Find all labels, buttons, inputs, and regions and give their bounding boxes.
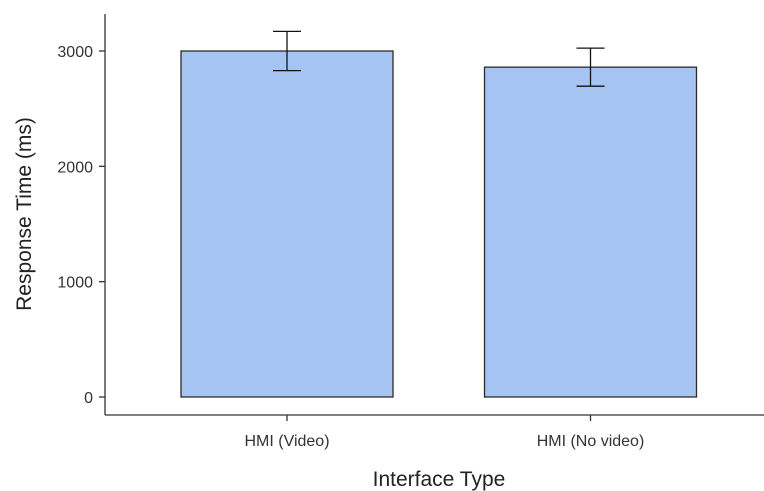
bars-layer	[180, 50, 698, 398]
x-axis-title: Interface Type	[373, 468, 506, 491]
bar	[180, 50, 394, 398]
bar	[483, 66, 698, 398]
y-tick-label: 3000	[57, 44, 93, 61]
x-ticks-layer: HMI (Video) HMI (No video)	[244, 415, 644, 450]
y-tick-label: 1000	[57, 275, 93, 292]
x-tick-label: HMI (Video)	[244, 433, 329, 450]
error-bars-layer	[273, 30, 605, 87]
y-axis-title: Response Time (ms)	[13, 117, 36, 311]
x-tick-label: HMI (No video)	[537, 433, 645, 450]
y-ticks-layer: 0 1000 2000 3000	[57, 44, 105, 407]
y-tick-label: 2000	[57, 159, 93, 176]
y-tick-label: 0	[84, 390, 93, 407]
